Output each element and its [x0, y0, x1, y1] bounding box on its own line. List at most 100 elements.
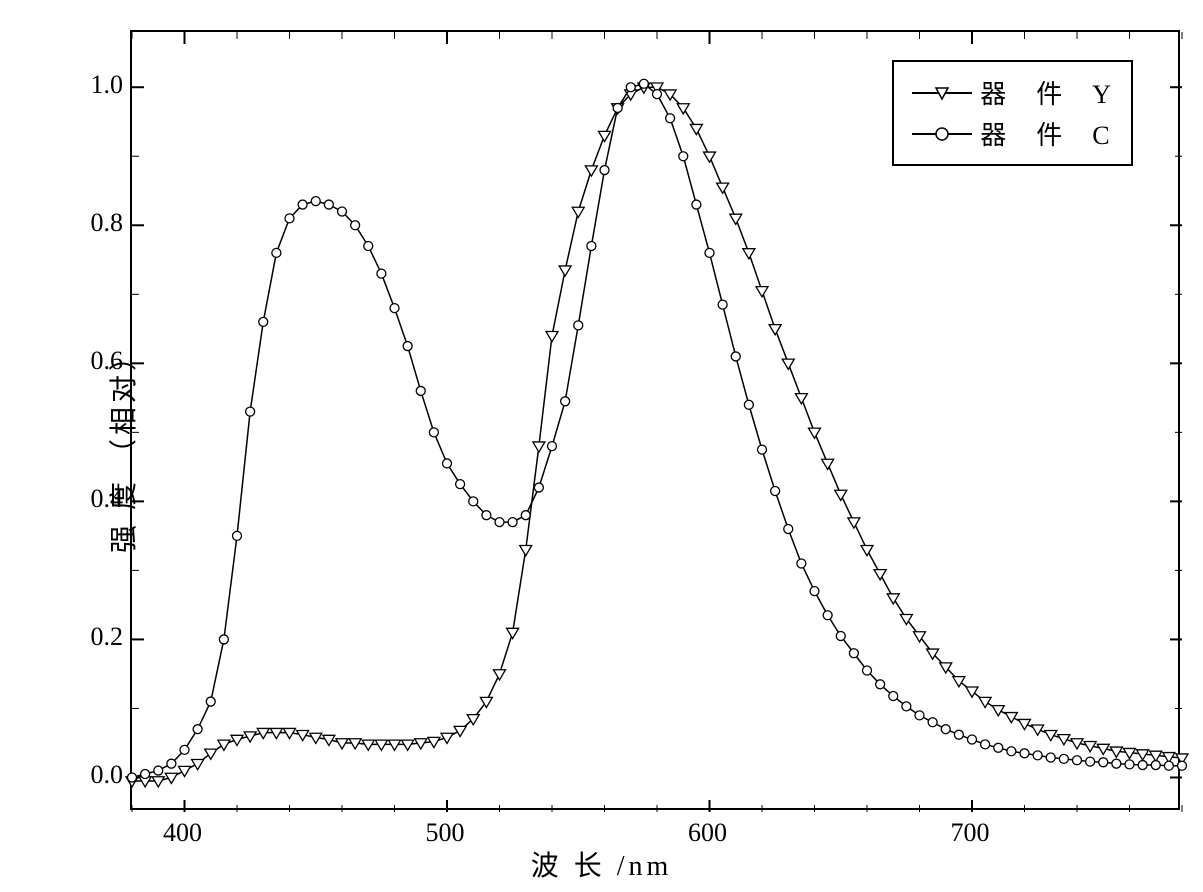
series_c-marker [259, 317, 268, 326]
series_y-marker [152, 777, 164, 787]
series_c-marker [206, 697, 215, 706]
x-tick-label: 700 [951, 818, 990, 848]
series_c-marker [1178, 761, 1187, 770]
series_y-marker [179, 766, 191, 776]
series_y-marker [599, 131, 611, 141]
series_c-marker [1020, 749, 1029, 758]
series_y-marker [782, 359, 794, 369]
series_y-marker [887, 594, 899, 604]
series_y-marker [809, 428, 821, 438]
series_c-marker [968, 735, 977, 744]
series_c-marker [1138, 761, 1147, 770]
series_c-marker [784, 524, 793, 533]
series_c-marker [403, 342, 412, 351]
series_c-marker [180, 745, 189, 754]
x-axis-label: 波 长 /nm [531, 844, 673, 884]
series_y-marker [1019, 719, 1031, 729]
series_c-marker [193, 725, 202, 734]
y-tick-label: 0.6 [91, 346, 124, 376]
series_c-marker [823, 611, 832, 620]
series_c-marker [889, 692, 898, 701]
series_c-marker [298, 200, 307, 209]
series_c-marker [797, 559, 806, 568]
series_c-marker [1033, 751, 1042, 760]
series_c-marker [154, 766, 163, 775]
series_c-marker [849, 649, 858, 658]
series_y-marker [192, 759, 204, 769]
series_c-marker [521, 511, 530, 520]
series_c-marker [128, 773, 137, 782]
series_c-line [132, 84, 1182, 778]
series_c-marker [836, 631, 845, 640]
series_c-marker [416, 386, 425, 395]
series_y-marker [795, 394, 807, 404]
series_c-marker [626, 83, 635, 92]
series_y-marker [966, 687, 978, 697]
series_y-marker [520, 545, 532, 555]
series_y-marker [704, 152, 716, 162]
legend-label-c: 器 件 C [980, 115, 1111, 152]
series_y-marker [336, 739, 348, 749]
series_c-marker [653, 90, 662, 99]
series_y-marker [389, 740, 401, 750]
series_c-marker [1007, 747, 1016, 756]
series_y-marker [769, 325, 781, 335]
series_y-marker [690, 124, 702, 134]
series_c-marker [390, 304, 399, 313]
series_c-marker [141, 770, 150, 779]
series_y-marker [861, 545, 873, 555]
series_y-marker [953, 677, 965, 687]
legend-item-y: 器 件 Y [912, 72, 1113, 113]
y-tick-label: 0.8 [91, 208, 124, 238]
series_c-marker [928, 718, 937, 727]
series_y-marker [546, 332, 558, 342]
series_c-marker [1151, 761, 1160, 770]
series_y-marker [494, 670, 506, 680]
series_c-marker [981, 740, 990, 749]
series_c-marker [731, 352, 740, 361]
y-tick-label: 0.2 [91, 622, 124, 652]
series_c-marker [351, 221, 360, 230]
circle-icon [934, 126, 950, 142]
series_c-marker [1112, 759, 1121, 768]
series_c-marker [311, 197, 320, 206]
series_y-marker [743, 249, 755, 259]
series_c-marker [666, 114, 675, 123]
series_c-marker [954, 730, 963, 739]
series_y-marker [270, 728, 282, 738]
series_c-marker [915, 711, 924, 720]
series_c-marker [469, 497, 478, 506]
series_c-marker [587, 241, 596, 250]
series_c-marker [1099, 758, 1108, 767]
series_c-marker [1086, 757, 1095, 766]
triangle-down-icon [934, 85, 950, 101]
series_c-marker [272, 248, 281, 257]
series_y-marker [1005, 713, 1017, 723]
series_c-marker [613, 103, 622, 112]
series_c-marker [941, 725, 950, 734]
series_c-marker [771, 487, 780, 496]
series_c-marker [285, 214, 294, 223]
series_y-marker [218, 740, 230, 750]
series_y-marker [585, 166, 597, 176]
series_c-marker [508, 518, 517, 527]
series_c-marker [324, 200, 333, 209]
series_c-marker [246, 407, 255, 416]
series_y-marker [822, 459, 834, 469]
series_c-marker [718, 300, 727, 309]
series_y-marker [874, 570, 886, 580]
series_c-marker [744, 400, 753, 409]
y-tick-label: 1.0 [91, 70, 124, 100]
series_c-marker [377, 269, 386, 278]
series_y-marker [730, 214, 742, 224]
series_c-marker [758, 445, 767, 454]
x-tick-label: 400 [163, 818, 202, 848]
series_c-marker [1073, 756, 1082, 765]
series_y-marker [1032, 725, 1044, 735]
series_c-marker [994, 743, 1003, 752]
series_c-marker [219, 635, 228, 644]
series_c-marker [902, 702, 911, 711]
series_y-marker [375, 740, 387, 750]
series_c-marker [876, 680, 885, 689]
y-tick-label: 0.0 [91, 760, 124, 790]
